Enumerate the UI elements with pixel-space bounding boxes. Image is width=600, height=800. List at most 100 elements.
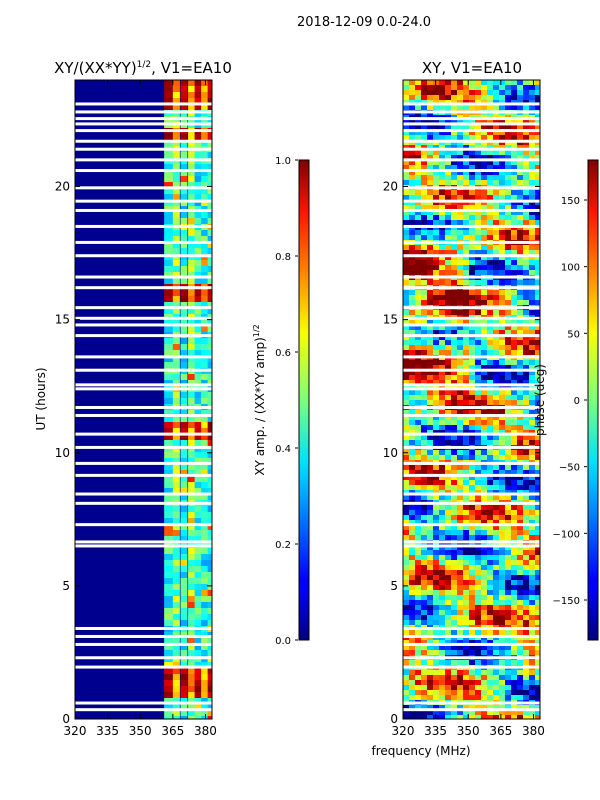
right-heatmap-cell xyxy=(409,475,416,481)
right-heatmap-cell xyxy=(415,510,422,516)
right-heatmap-cell xyxy=(439,705,446,711)
left-heatmap-cell xyxy=(188,326,196,333)
right-heatmap-cell xyxy=(433,535,440,541)
right-heatmap-cell xyxy=(469,340,476,346)
right-heatmap-cell xyxy=(427,605,434,611)
right-heatmap-cell xyxy=(517,140,524,146)
right-heatmap-cell xyxy=(421,425,428,431)
left-heatmap-cell xyxy=(172,710,180,717)
right-heatmap-cell xyxy=(535,395,540,401)
right-heatmap-cell xyxy=(499,170,506,176)
right-heatmap-cell xyxy=(415,195,422,201)
right-heatmap-cell xyxy=(523,155,530,161)
right-heatmap-cell xyxy=(523,715,530,719)
right-heatmap-cell xyxy=(517,200,524,206)
right-heatmap-cell xyxy=(523,200,530,206)
right-heatmap-cell xyxy=(493,470,500,476)
left-heatmap-cell xyxy=(188,458,196,465)
right-heatmap-cell xyxy=(469,400,476,406)
right-heatmap-cell xyxy=(421,630,428,636)
right-heatmap-cell xyxy=(505,420,512,426)
right-heatmap-cell xyxy=(505,85,512,91)
right-heatmap-cell xyxy=(463,565,470,571)
right-heatmap-cell xyxy=(511,495,518,501)
left-heatmap-cell xyxy=(188,698,196,705)
right-heatmap-cell xyxy=(409,235,416,241)
right-heatmap-cell xyxy=(451,595,458,601)
right-heatmap-cell xyxy=(481,565,488,571)
left-heatmap-cell xyxy=(207,584,212,591)
right-heatmap-cell xyxy=(487,170,494,176)
right-heatmap-cell xyxy=(427,695,434,701)
left-heatmap-cell xyxy=(188,596,196,603)
right-heatmap-cell xyxy=(439,200,446,206)
right-heatmap-cell xyxy=(487,710,494,716)
right-heatmap-cell xyxy=(511,220,518,226)
right-heatmap-cell xyxy=(427,505,434,511)
left-heatmap-cell xyxy=(164,530,174,537)
left-panel: XY/(XX*YY)1/2, V1=EA10 320 335 350 365 380 0… xyxy=(34,59,232,738)
right-heatmap-cell xyxy=(457,555,464,561)
right-heatmap-cell xyxy=(451,485,458,491)
right-heatmap-cell xyxy=(511,590,518,596)
right-flagged-row xyxy=(403,626,540,630)
right-heatmap-cell xyxy=(475,550,482,556)
left-heatmap-cell xyxy=(188,590,196,597)
right-heatmap-cell xyxy=(529,370,536,376)
left-heatmap-cell xyxy=(180,416,188,423)
right-heatmap-cell xyxy=(469,205,476,211)
right-heatmap-cell xyxy=(481,595,488,601)
right-heatmap-cell xyxy=(415,125,422,131)
right-flagged-row xyxy=(403,368,540,372)
right-heatmap-cell xyxy=(439,710,446,716)
right-heatmap-cell xyxy=(493,85,500,91)
right-heatmap-cell xyxy=(535,595,540,601)
left-heatmap-cell xyxy=(172,296,180,303)
left-heatmap-cell xyxy=(201,698,209,705)
right-heatmap-cell xyxy=(457,370,464,376)
right-heatmap-cell xyxy=(475,645,482,651)
right-heatmap-cell xyxy=(511,330,518,336)
right-heatmap-cell xyxy=(475,560,482,566)
left-heatmap-cell xyxy=(188,476,196,483)
right-heatmap-cell xyxy=(487,335,494,341)
right-heatmap-cell xyxy=(409,505,416,511)
right-heatmap-cell xyxy=(421,480,428,486)
left-heatmap-cell xyxy=(201,494,209,501)
right-heatmap-cell xyxy=(529,165,536,171)
right-heatmap-cell xyxy=(439,130,446,136)
right-heatmap-cell xyxy=(511,365,518,371)
right-heatmap-cell xyxy=(427,455,434,461)
right-heatmap-cell xyxy=(505,545,512,551)
right-heatmap-cell xyxy=(415,325,422,331)
left-heatmap-cell xyxy=(164,614,174,621)
right-heatmap-cell xyxy=(409,435,416,441)
right-heatmap-cell xyxy=(433,150,440,156)
right-heatmap-cell xyxy=(451,330,458,336)
right-heatmap-cell xyxy=(529,270,536,276)
right-heatmap-cell xyxy=(445,230,452,236)
right-y-tick-label: 0 xyxy=(390,712,398,726)
right-heatmap-cell xyxy=(481,705,488,711)
right-heatmap-cell xyxy=(529,630,536,636)
right-heatmap-cell xyxy=(529,350,536,356)
left-heatmap-cell xyxy=(180,530,188,537)
right-heatmap-cell xyxy=(445,360,452,366)
right-heatmap-cell xyxy=(529,130,536,136)
right-heatmap-cell xyxy=(517,105,524,111)
left-heatmap-cell xyxy=(164,290,174,297)
right-heatmap-cell xyxy=(487,160,494,166)
right-heatmap-cell xyxy=(451,105,458,111)
right-heatmap-cell xyxy=(415,235,422,241)
right-heatmap-cell xyxy=(421,135,428,141)
right-heatmap-cell xyxy=(427,610,434,616)
right-heatmap-cell xyxy=(415,345,422,351)
right-heatmap-cell xyxy=(475,270,482,276)
left-heatmap-cell xyxy=(188,488,196,495)
right-heatmap-cell xyxy=(493,715,500,719)
right-heatmap-cell xyxy=(535,585,540,591)
right-heatmap-cell xyxy=(517,190,524,196)
right-heatmap-cell xyxy=(451,555,458,561)
right-heatmap-cell xyxy=(457,680,464,686)
right-heatmap-cell xyxy=(439,175,446,181)
